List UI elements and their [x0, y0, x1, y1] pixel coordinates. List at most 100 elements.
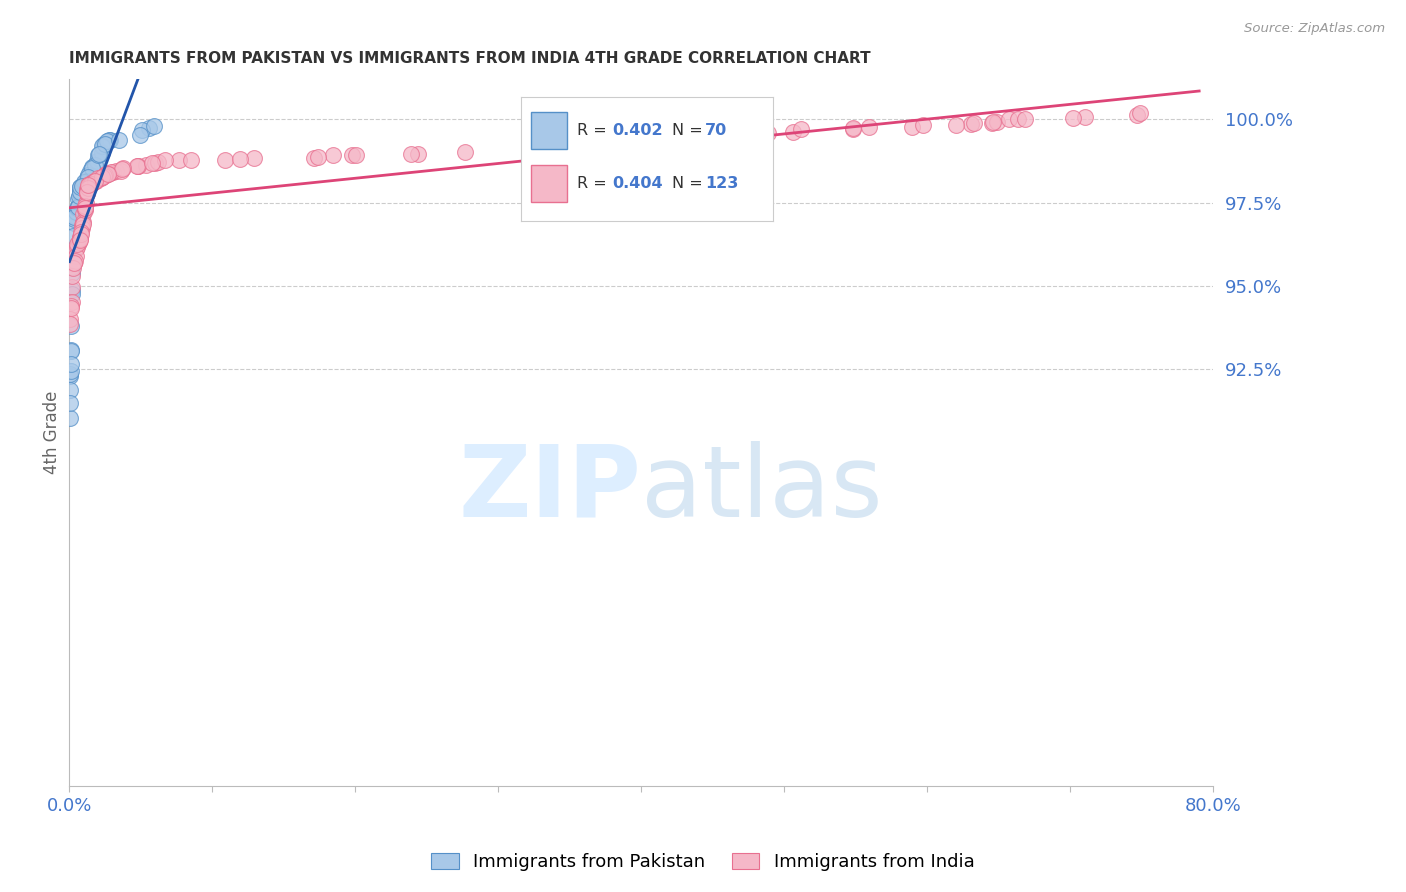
Point	[69, 185, 91, 199]
Point	[593, 140, 616, 154]
Point	[100, 165, 122, 179]
Point	[65, 204, 87, 219]
Point	[76, 174, 98, 188]
Point	[60, 318, 83, 333]
Point	[70, 178, 93, 193]
Point	[143, 155, 166, 169]
Point	[65, 249, 87, 263]
Point	[60, 266, 83, 280]
Point	[60, 260, 83, 275]
Point	[77, 180, 100, 194]
Point	[94, 168, 117, 182]
Point	[66, 239, 89, 253]
Point	[959, 117, 981, 131]
Point	[1074, 110, 1097, 124]
Point	[108, 132, 131, 146]
Point	[86, 154, 108, 169]
Point	[77, 178, 100, 193]
Point	[76, 169, 98, 184]
Point	[60, 295, 83, 310]
Point	[131, 123, 153, 137]
Point	[1129, 106, 1152, 120]
Point	[72, 218, 94, 232]
Point	[59, 396, 82, 410]
Point	[60, 283, 83, 297]
Point	[72, 175, 94, 189]
Point	[981, 115, 1004, 129]
Point	[69, 186, 91, 200]
Point	[111, 161, 134, 176]
Point	[62, 261, 84, 276]
Point	[66, 201, 89, 215]
Point	[70, 221, 93, 235]
Point	[69, 233, 91, 247]
Text: IMMIGRANTS FROM PAKISTAN VS IMMIGRANTS FROM INDIA 4TH GRADE CORRELATION CHART: IMMIGRANTS FROM PAKISTAN VS IMMIGRANTS F…	[69, 51, 872, 66]
Point	[84, 158, 107, 172]
Point	[69, 231, 91, 245]
Point	[73, 175, 96, 189]
Point	[59, 318, 82, 332]
Point	[945, 118, 967, 132]
Point	[322, 148, 344, 162]
Text: atlas: atlas	[641, 441, 883, 538]
Point	[59, 364, 82, 378]
Point	[60, 344, 83, 359]
Point	[167, 153, 190, 167]
Point	[72, 215, 94, 229]
Point	[1126, 107, 1149, 121]
Point	[302, 151, 325, 165]
Point	[110, 164, 132, 178]
Point	[79, 178, 101, 192]
Point	[1007, 112, 1029, 127]
Point	[66, 200, 89, 214]
Point	[79, 177, 101, 191]
Point	[91, 169, 114, 184]
Y-axis label: 4th Grade: 4th Grade	[44, 391, 60, 475]
Point	[101, 164, 124, 178]
Point	[59, 369, 82, 384]
Point	[90, 170, 112, 185]
Point	[77, 178, 100, 193]
Point	[75, 195, 97, 210]
Point	[344, 147, 367, 161]
Point	[69, 180, 91, 194]
Point	[59, 312, 82, 326]
Point	[69, 227, 91, 241]
Point	[62, 210, 84, 224]
Point	[94, 167, 117, 181]
Point	[69, 230, 91, 244]
Point	[67, 236, 90, 251]
Point	[96, 134, 118, 148]
Point	[76, 186, 98, 200]
Point	[73, 201, 96, 215]
Point	[97, 167, 120, 181]
Point	[243, 151, 266, 165]
Point	[599, 140, 621, 154]
Point	[127, 159, 149, 173]
Point	[901, 120, 924, 134]
Point	[93, 169, 115, 183]
Point	[782, 125, 804, 139]
Point	[76, 186, 98, 200]
Point	[87, 146, 110, 161]
Point	[65, 205, 87, 219]
Point	[70, 225, 93, 239]
Point	[858, 120, 880, 134]
Point	[406, 146, 429, 161]
Point	[91, 139, 114, 153]
Point	[143, 119, 166, 133]
Point	[80, 161, 103, 176]
Point	[82, 160, 104, 174]
Point	[67, 235, 90, 250]
Point	[307, 150, 329, 164]
Point	[986, 114, 1008, 128]
Point	[60, 269, 83, 284]
Point	[98, 133, 121, 147]
Point	[83, 174, 105, 188]
Point	[60, 280, 83, 294]
Point	[963, 116, 986, 130]
Point	[59, 383, 82, 397]
Point	[59, 411, 82, 425]
Point	[72, 178, 94, 193]
Point	[63, 206, 86, 220]
